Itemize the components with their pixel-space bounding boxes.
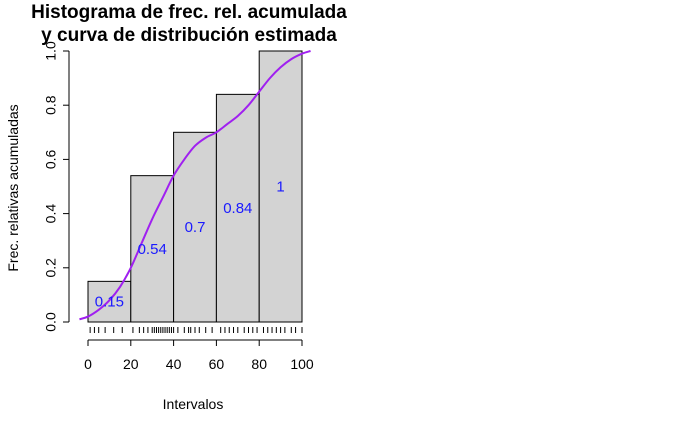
bar-value-label-2: 0.7 <box>185 219 206 236</box>
bar-value-label-3: 0.84 <box>223 200 252 217</box>
x-tick-label-5: 100 <box>290 356 314 372</box>
y-tick-label-5: 1.0 <box>43 41 59 61</box>
x-tick-label-1: 20 <box>123 356 139 372</box>
x-tick-label-0: 0 <box>84 356 92 372</box>
x-axis: 0 20 40 60 80 100 <box>84 339 314 372</box>
distribution-curve <box>79 50 311 321</box>
bar-value-label-1: 0.54 <box>138 241 167 258</box>
y-tick-label-1: 0.2 <box>43 258 59 278</box>
chart-title-line-1: Histograma de frec. rel. acumulada <box>31 2 347 23</box>
bars-layer <box>87 50 303 323</box>
bar-4 <box>258 50 303 323</box>
y-tick-label-0: 0.0 <box>43 312 59 332</box>
y-tick-label-4: 0.8 <box>43 95 59 115</box>
y-tick-label-3: 0.6 <box>43 149 59 169</box>
x-tick-label-4: 80 <box>251 356 267 372</box>
x-tick-label-3: 60 <box>209 356 225 372</box>
bar-labels-layer: 0.15 0.54 0.7 0.84 1 <box>95 179 285 311</box>
bar-3 <box>215 93 260 323</box>
curve-layer <box>79 50 311 321</box>
rug-layer <box>89 327 303 333</box>
y-tick-label-2: 0.4 <box>43 204 59 224</box>
bar-value-label-0: 0.15 <box>95 294 124 311</box>
y-axis-label: Frec. relativas acumuladas <box>5 104 21 271</box>
x-axis-label: Intervalos <box>163 396 224 412</box>
x-tick-label-2: 40 <box>166 356 182 372</box>
bar-1 <box>130 175 175 323</box>
bar-value-label-4: 1 <box>276 179 284 196</box>
y-axis: 0.0 0.2 0.4 0.6 0.8 1.0 <box>43 41 70 332</box>
chart-title-line-2: y curva de distribución estimada <box>41 25 337 46</box>
